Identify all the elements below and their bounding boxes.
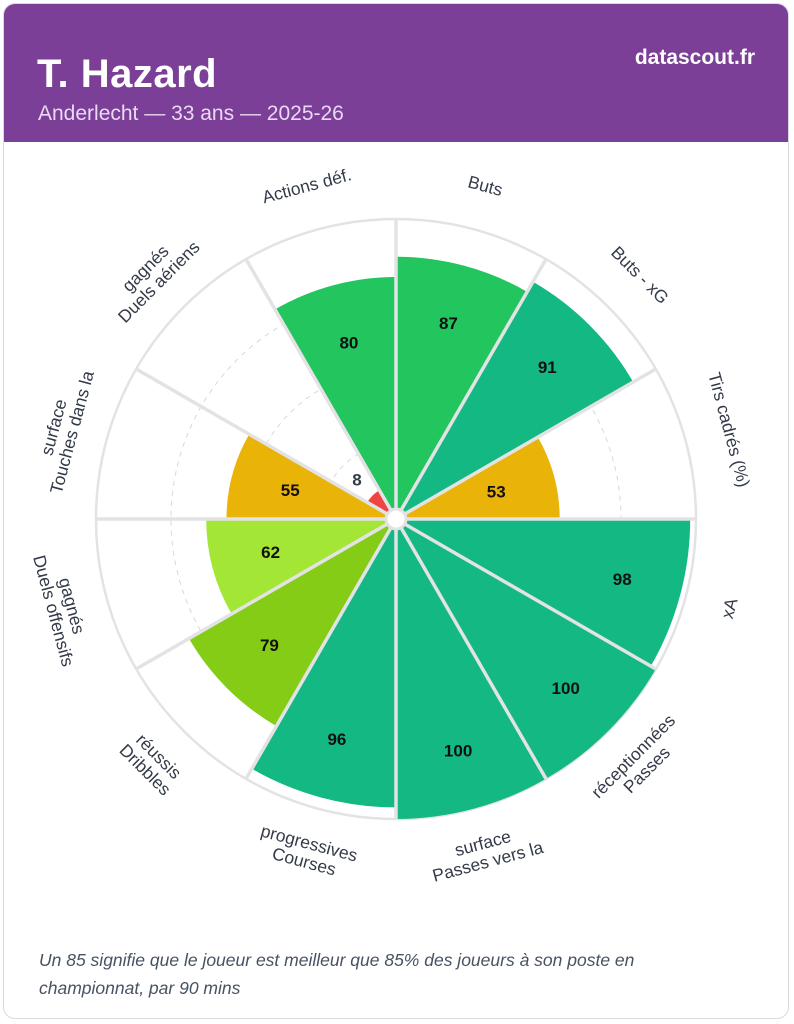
slice-6 bbox=[396, 519, 546, 819]
radar-dividers bbox=[96, 219, 696, 819]
slice-1 bbox=[396, 256, 528, 519]
divider-5 bbox=[395, 517, 657, 671]
divider-2 bbox=[394, 258, 548, 520]
footnote: Un 85 signifie que le joueur est meilleu… bbox=[39, 950, 635, 998]
radar-slices bbox=[188, 256, 691, 819]
value-label-5: 100 bbox=[552, 679, 580, 698]
slice-10 bbox=[226, 434, 396, 519]
value-label-12: 80 bbox=[339, 334, 358, 353]
category-label-2-line-1: Buts - xG bbox=[607, 242, 673, 308]
category-label-4: xA bbox=[717, 596, 742, 621]
player-name: T. Hazard bbox=[37, 52, 218, 96]
category-label-4-line-1: xA bbox=[717, 596, 742, 621]
slice-5 bbox=[396, 519, 656, 779]
slice-12 bbox=[275, 277, 396, 519]
category-label-1-line-1: Buts bbox=[466, 172, 505, 200]
slice-3 bbox=[396, 437, 560, 519]
value-label-11: 8 bbox=[352, 471, 361, 490]
slice-7 bbox=[251, 519, 396, 808]
value-label-8: 79 bbox=[260, 636, 279, 655]
slice-8 bbox=[188, 519, 396, 727]
center-hub bbox=[384, 507, 408, 531]
value-label-6: 100 bbox=[444, 741, 472, 760]
category-label-1: Buts bbox=[466, 172, 505, 200]
value-label-10: 55 bbox=[281, 481, 300, 500]
value-label-4: 98 bbox=[613, 570, 632, 589]
category-label-2: Buts - xG bbox=[607, 242, 673, 308]
value-label-9: 62 bbox=[261, 543, 280, 562]
category-label-12-line-1: Actions déf. bbox=[260, 164, 354, 207]
divider-9 bbox=[135, 517, 397, 671]
divider-8 bbox=[244, 518, 398, 780]
brand-logo-text: datascout.fr bbox=[634, 46, 755, 69]
category-label-12: Actions déf. bbox=[260, 164, 354, 207]
divider-3 bbox=[395, 367, 657, 521]
value-label-2: 91 bbox=[538, 358, 557, 377]
slice-4 bbox=[396, 519, 691, 667]
player-subtitle: Anderlecht — 33 ans — 2025-26 bbox=[38, 102, 344, 125]
divider-6 bbox=[394, 518, 548, 780]
category-label-3-line-1: Tirs cadrés (%) bbox=[704, 370, 754, 489]
value-label-1: 87 bbox=[439, 314, 458, 333]
divider-11 bbox=[135, 367, 397, 521]
slice-9 bbox=[206, 519, 396, 614]
value-label-3: 53 bbox=[487, 483, 506, 502]
radar-card: T. Hazard Anderlecht — 33 ans — 2025-26 … bbox=[3, 3, 789, 1019]
value-label-7: 96 bbox=[327, 730, 346, 749]
radar-value-labels: 87 91 53 98 100 100 96 79 62 55 8 80 bbox=[260, 314, 632, 760]
slice-2 bbox=[396, 281, 634, 519]
category-label-3: Tirs cadrés (%) bbox=[704, 370, 754, 489]
header-banner: T. Hazard Anderlecht — 33 ans — 2025-26 … bbox=[4, 4, 788, 142]
divider-12 bbox=[244, 258, 398, 520]
